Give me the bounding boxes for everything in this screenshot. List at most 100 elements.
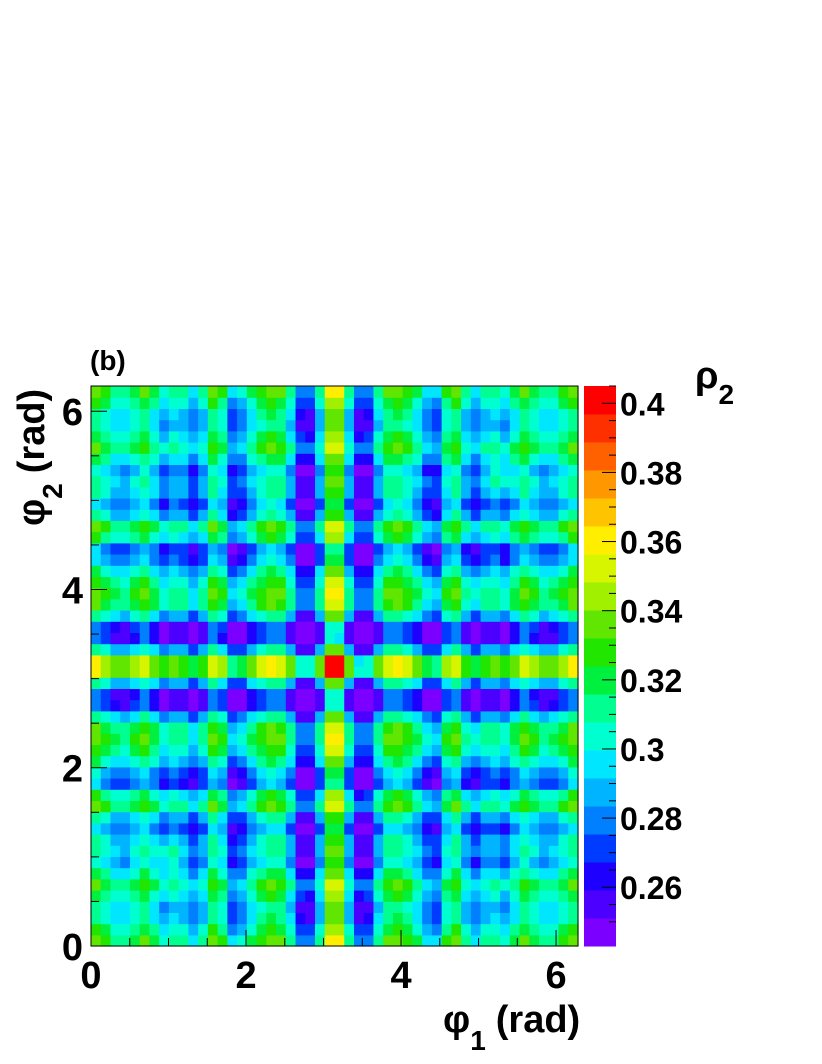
heatmap-cell <box>529 845 540 857</box>
heatmap-cell <box>441 744 452 757</box>
heatmap-cell <box>168 531 180 544</box>
heatmap-cell <box>237 800 248 813</box>
heatmap-cell <box>120 542 131 555</box>
heatmap-cell <box>149 509 160 521</box>
heatmap-cell <box>129 419 141 432</box>
heatmap-cell <box>470 419 482 432</box>
color-scale-bin <box>584 386 616 415</box>
heatmap-cell <box>373 520 384 533</box>
heatmap-cell <box>227 912 238 925</box>
heatmap-cell <box>529 733 540 745</box>
heatmap-cell <box>470 811 482 824</box>
heatmap-cell <box>344 856 355 869</box>
heatmap-cell <box>217 733 228 745</box>
heatmap-cell <box>149 576 160 589</box>
heatmap-cell <box>431 778 443 790</box>
heatmap-cell <box>178 542 189 555</box>
heatmap-cell <box>110 800 121 813</box>
heatmap-cell <box>412 710 423 723</box>
heatmap-cell <box>470 621 482 633</box>
heatmap-cell <box>168 464 180 477</box>
heatmap-cell <box>470 520 482 533</box>
heatmap-cell <box>198 509 209 521</box>
heatmap-cell <box>295 475 306 488</box>
heatmap-cell <box>441 800 452 813</box>
heatmap-cell <box>315 901 326 913</box>
heatmap-cell <box>470 766 482 779</box>
heatmap-cell <box>198 733 209 745</box>
heatmap-cell <box>529 632 540 645</box>
heatmap-cell <box>246 722 258 734</box>
heatmap-cell <box>334 890 345 902</box>
heatmap-cell <box>139 688 151 701</box>
heatmap-cell <box>315 565 326 577</box>
heatmap-cell <box>129 621 141 633</box>
heatmap-cell <box>178 834 189 846</box>
heatmap-cell <box>461 397 472 409</box>
heatmap-cell <box>110 632 121 645</box>
heatmap-cell <box>383 498 394 510</box>
heatmap-cell <box>500 789 511 801</box>
heatmap-cell <box>412 621 423 633</box>
heatmap-cell <box>451 554 462 566</box>
heatmap-cell <box>402 666 414 678</box>
heatmap-cell <box>461 632 472 645</box>
heatmap-cell <box>412 912 423 925</box>
heatmap-cell <box>558 453 569 465</box>
heatmap-cell <box>149 878 160 891</box>
heatmap-cell <box>149 643 160 656</box>
heatmap-cell <box>207 430 219 443</box>
heatmap-cell <box>470 498 482 510</box>
heatmap-cell <box>519 688 530 701</box>
heatmap-cell <box>412 542 423 555</box>
heatmap-cell <box>344 643 355 656</box>
heatmap-cell <box>237 778 248 790</box>
heatmap-cell <box>548 901 560 913</box>
heatmap-cell <box>149 699 160 712</box>
heatmap-cell <box>315 811 326 824</box>
heatmap-cell <box>509 464 521 477</box>
heatmap-cell <box>441 610 452 622</box>
heatmap-cell <box>363 856 375 869</box>
heatmap-cell <box>149 610 160 622</box>
heatmap-cell <box>129 856 141 869</box>
heatmap-cell <box>168 408 180 421</box>
heatmap-cell <box>441 766 452 779</box>
heatmap-cell <box>392 733 404 745</box>
heatmap-cell <box>159 430 170 443</box>
heatmap-cell <box>558 912 569 925</box>
heatmap-cell <box>324 822 336 835</box>
heatmap-cell <box>422 621 433 633</box>
heatmap-cell <box>110 755 121 768</box>
heatmap-cell <box>100 643 112 656</box>
heatmap-cell <box>324 811 336 824</box>
heatmap-cell <box>159 542 170 555</box>
heatmap-cell <box>363 430 375 443</box>
heatmap-cell <box>168 643 180 656</box>
heatmap-cell <box>344 475 355 488</box>
heatmap-cell <box>295 554 306 566</box>
heatmap-cell <box>227 654 238 667</box>
heatmap-cell <box>324 923 336 936</box>
heatmap-cell <box>363 397 375 409</box>
heatmap-cell <box>198 610 209 622</box>
heatmap-cell <box>441 923 452 936</box>
heatmap-cell <box>285 475 297 488</box>
heatmap-cell <box>324 565 336 577</box>
heatmap-cell <box>490 610 501 622</box>
heatmap-cell <box>334 834 345 846</box>
heatmap-cell <box>237 766 248 779</box>
heatmap-cell <box>500 419 511 432</box>
heatmap-cell <box>168 587 180 600</box>
heatmap-cell <box>178 486 189 499</box>
heatmap-cell <box>178 934 189 947</box>
heatmap-cell <box>120 800 131 813</box>
heatmap-cell <box>509 565 521 577</box>
heatmap-cell <box>285 845 297 857</box>
heatmap-cell <box>324 789 336 801</box>
heatmap-cell <box>344 845 355 857</box>
heatmap-cell <box>451 408 462 421</box>
heatmap-cell <box>558 789 569 801</box>
heatmap-cell <box>568 789 579 801</box>
heatmap-cell <box>305 442 316 454</box>
